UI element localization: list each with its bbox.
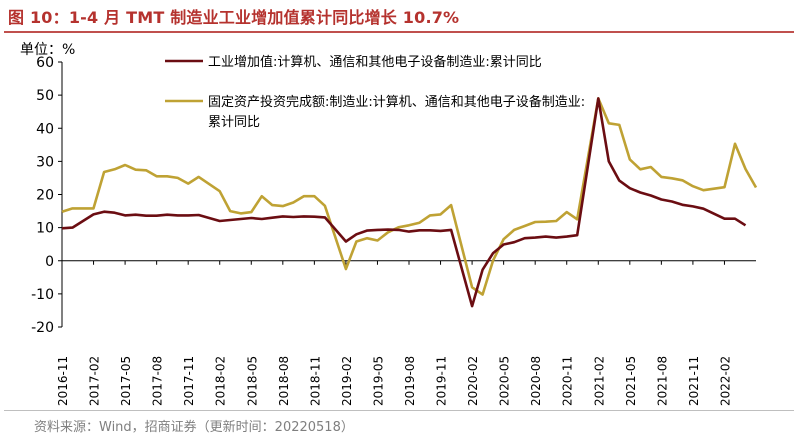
x-tick-label: 2020-02 [466,356,480,406]
x-tick-label: 2022-02 [718,356,732,406]
x-tick-label: 2017-05 [119,356,133,406]
x-tick-label: 2017-02 [88,356,102,406]
x-tick-label: 2020-08 [529,356,543,406]
x-tick-label: 2018-02 [214,356,228,406]
x-tick-label: 2019-08 [403,356,417,406]
legend-label-2: 固定资产投资完成额:制造业:计算机、通信和其他电子设备制造业: [208,94,585,110]
y-tick-label: 20 [36,188,54,204]
y-tick-label: 50 [36,88,54,104]
x-tick-label: 2019-02 [340,356,354,406]
series-lines [61,97,758,308]
y-axis-ticks: 60 50 40 30 20 10 0 -10 -20 [31,55,62,336]
y-tick-label: -20 [31,320,54,336]
series-line-1 [61,97,747,308]
x-tick-label: 2019-11 [435,356,449,406]
x-tick-label: 2017-11 [182,356,196,406]
x-tick-label: 2021-08 [655,356,669,406]
y-tick-label: 60 [36,55,54,71]
y-tick-label: 0 [45,254,54,270]
legend: 工业增加值:计算机、通信和其他电子设备制造业:累计同比固定资产投资完成额:制造业… [165,54,585,130]
x-tick-label: 2021-11 [687,356,701,406]
series-line-2 [61,97,758,296]
legend-label-1: 工业增加值:计算机、通信和其他电子设备制造业:累计同比 [208,54,542,70]
x-tick-label: 2018-08 [277,356,291,406]
y-tick-label: -10 [31,287,54,303]
x-tick-label: 2019-05 [371,356,385,406]
y-tick-label: 40 [36,121,54,137]
footer-divider [4,410,794,411]
x-tick-label: 2016-11 [56,356,70,406]
y-axis-unit-label: 单位：% [20,42,75,58]
y-tick-label: 10 [36,221,54,237]
x-tick-label: 2021-05 [624,356,638,406]
title-divider [4,31,794,33]
x-tick-label: 2020-11 [561,356,575,406]
x-tick-label: 2018-05 [245,356,259,406]
chart-title: 图 10：1-4 月 TMT 制造业工业增加值累计同比增长 10.7% [8,8,460,27]
source-note: 资料来源：Wind，招商证券（更新时间：20220518） [34,420,354,435]
x-tick-label: 2018-11 [308,356,322,406]
x-tick-label: 2017-08 [151,356,165,406]
x-tick-label: 2020-05 [498,356,512,406]
y-tick-label: 30 [36,154,54,170]
x-tick-label: 2021-02 [592,356,606,406]
x-axis-ticks: 2016-11 2017-02 2017-05 2017-08 2017-11 2018-… [56,260,732,406]
legend-label-2: 累计同比 [208,115,260,130]
